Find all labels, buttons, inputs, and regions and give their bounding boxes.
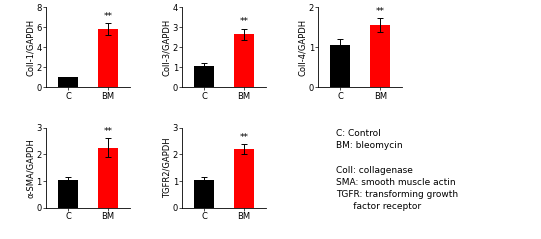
Bar — [234, 149, 254, 208]
Text: **: ** — [240, 133, 249, 142]
Bar — [370, 25, 390, 87]
Text: C: Control
BM: bleomycin

Coll: collagenase
SMA: smooth muscle actin
TGFR: trans: C: Control BM: bleomycin Coll: collagena… — [336, 129, 458, 211]
Text: **: ** — [103, 127, 113, 136]
Bar — [98, 29, 118, 87]
Y-axis label: Coll-4/GAPDH: Coll-4/GAPDH — [299, 19, 307, 76]
Bar — [234, 34, 254, 87]
Text: **: ** — [240, 17, 249, 26]
Y-axis label: TGFR2/GAPDH: TGFR2/GAPDH — [162, 137, 171, 198]
Bar — [330, 45, 350, 87]
Bar — [194, 180, 214, 208]
Y-axis label: Coll-3/GAPDH: Coll-3/GAPDH — [162, 19, 171, 76]
Bar — [58, 77, 78, 87]
Text: **: ** — [375, 7, 385, 16]
Y-axis label: Coll-1/GAPDH: Coll-1/GAPDH — [26, 19, 35, 76]
Bar — [98, 148, 118, 208]
Bar — [58, 180, 78, 208]
Text: **: ** — [103, 12, 113, 21]
Y-axis label: α-SMA/GAPDH: α-SMA/GAPDH — [26, 138, 35, 198]
Bar — [194, 66, 214, 87]
